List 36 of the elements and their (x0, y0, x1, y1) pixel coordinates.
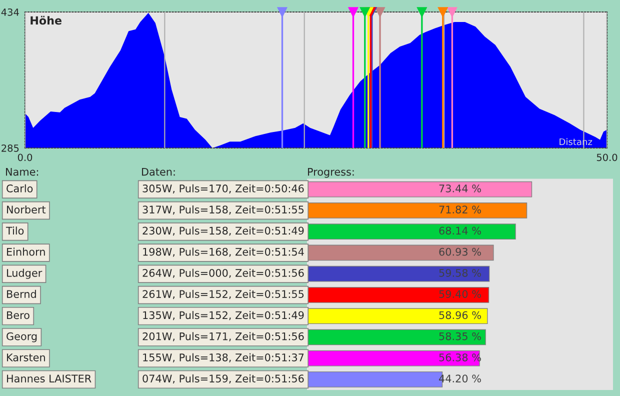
y-tick-label: Tilo (6, 226, 24, 235)
data-label: 58.96 % (439, 311, 481, 320)
text: 155W, Puls=138, Zeit=0:51:37 (143, 353, 304, 362)
y-tick-label: Karsten (7, 354, 45, 362)
data-label: 73.44 % (439, 184, 481, 192)
y-axis-title: Name: (6, 168, 38, 176)
y-tick-label: Carlo (6, 184, 33, 192)
text: 305W, Puls=170, Zeit=0:50:46 (142, 184, 304, 194)
text: 261W, Puls=152, Zeit=0:51:55 (142, 290, 304, 300)
data-label: 59.58 % (439, 268, 481, 277)
data-label: 71.82 % (439, 206, 481, 214)
text: 135W, Puls=152, Zeit=0:51:49 (143, 311, 304, 320)
y-tick-label: Bernd (7, 290, 36, 298)
x-axis-title: Progress: (308, 168, 354, 178)
x-tick-label: 50.0 (596, 154, 618, 162)
y2-axis-title: Daten: (142, 168, 175, 176)
text: 074W, Puls=159, Zeit=0:51:56 (142, 374, 304, 384)
text: 230W, Puls=158, Zeit=0:51:49 (142, 226, 304, 236)
text: 317W, Puls=158, Zeit=0:51:55 (142, 205, 304, 215)
data-label: 59.40 % (439, 290, 481, 298)
text: 198W, Puls=168, Zeit=0:51:54 (143, 248, 304, 257)
y-tick-label: Hannes LAISTER (7, 374, 92, 382)
y-tick-label: Norbert (7, 205, 46, 214)
text: 264W, Puls=000, Zeit=0:51:56 (142, 268, 304, 278)
chart-title: Höhe (30, 16, 62, 25)
y-tick-label: Einhorn (7, 248, 45, 256)
y-tick-label: 285 (2, 144, 19, 152)
data-label: 60.93 % (439, 248, 481, 256)
y-tick-label: 434 (1, 8, 19, 16)
x-tick-label: 0.0 (18, 154, 32, 162)
y-tick-label: Georg (6, 332, 37, 342)
y-tick-label: Ludger (7, 268, 42, 279)
text: 201W, Puls=171, Zeit=0:51:56 (142, 332, 304, 342)
data-label: 58.35 % (439, 332, 481, 340)
y-tick-label: Bero (7, 311, 30, 320)
data-label: 68.14 % (439, 226, 481, 235)
